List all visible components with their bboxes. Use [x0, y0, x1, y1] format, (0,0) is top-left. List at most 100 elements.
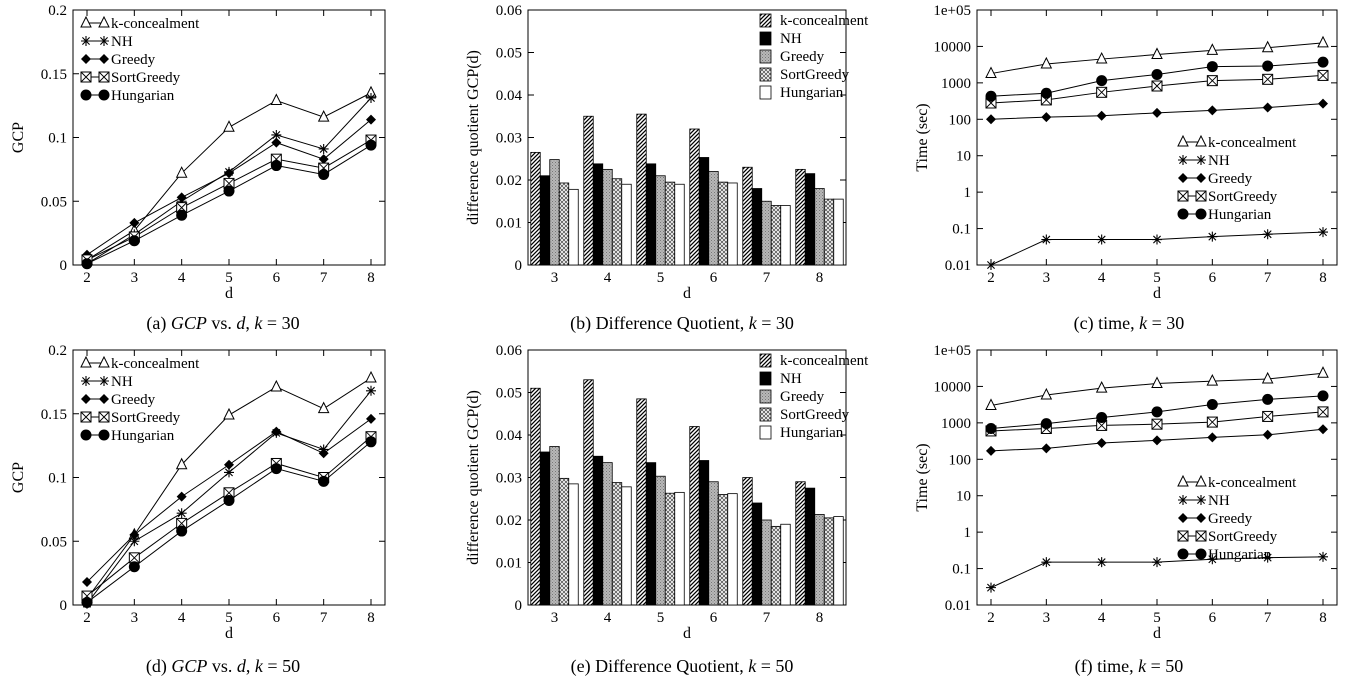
legend-item-e-2: Greedy	[759, 389, 825, 405]
bar-e-0-2	[636, 398, 647, 606]
legend-swatch-b-1	[759, 31, 772, 46]
xtick-label-f-3: 5	[1153, 610, 1161, 626]
ytick-label-a-1: 0.05	[41, 194, 67, 210]
point-c-2-2	[1096, 110, 1107, 121]
ylabel-f: Time (sec)	[914, 443, 931, 511]
point-d-1-2	[176, 508, 187, 519]
legend-item-b-1: NH	[759, 31, 802, 47]
bar-e-4-1	[621, 486, 632, 606]
legend-marker-b-f-1	[1196, 495, 1206, 505]
xtick-label-d-4: 6	[273, 610, 281, 626]
series-c-4	[985, 56, 1329, 102]
legend-marker-a-d-4	[80, 429, 92, 441]
legend-label-a-4: Hungarian	[111, 88, 175, 104]
point-d-4-5	[318, 475, 330, 487]
legend-label-b-2: Greedy	[780, 49, 825, 65]
point-d-2-5	[318, 448, 329, 459]
ytick-label-c-1: 0.1	[952, 222, 971, 238]
xtick-label-b-1: 4	[604, 270, 612, 286]
xtick-label-c-3: 5	[1153, 270, 1161, 286]
bar-e-4-4	[780, 523, 791, 606]
legend-marker-b-c-3	[1195, 190, 1207, 202]
legend-marker-a-a-3	[80, 71, 92, 83]
legend-marker-b-a-0	[98, 15, 110, 28]
legend-item-c-0: k-concealment	[1177, 134, 1297, 151]
series-d-2	[82, 413, 376, 588]
ytick-label-d-0: 0	[60, 598, 68, 614]
legend-label-e-0: k-concealment	[780, 353, 869, 369]
legend-label-c-0: k-concealment	[1208, 135, 1297, 151]
point-c-2-6	[1318, 98, 1328, 109]
xtick-label-f-1: 3	[1043, 610, 1051, 626]
xtick-label-d-6: 8	[367, 610, 375, 626]
point-f-4-6	[1317, 390, 1329, 402]
legend-label-e-3: SortGreedy	[780, 407, 850, 423]
point-f-2-5	[1262, 429, 1273, 440]
ytick-label-b-1: 0.01	[496, 216, 522, 232]
legend-label-a-1: NH	[111, 34, 133, 50]
ytick-label-e-1: 0.01	[496, 556, 522, 572]
legend-item-f-1: NH	[1178, 493, 1230, 509]
point-f-1-6	[1318, 551, 1328, 562]
point-c-3-4	[1206, 75, 1218, 87]
bar-e-3-3	[717, 494, 729, 606]
point-c-2-5	[1262, 102, 1273, 113]
legend-marker-b-f-0	[1195, 474, 1207, 487]
legend-label-a-2: Greedy	[111, 52, 156, 68]
legend-d: k-concealment NH Greedy SortGreedy Hungarian	[80, 355, 200, 444]
legend-item-b-3: SortGreedy	[759, 67, 850, 83]
point-c-1-3	[1152, 234, 1162, 245]
point-f-1-4	[1207, 554, 1218, 565]
ytick-label-e-2: 0.02	[496, 513, 522, 529]
ytick-label-f-0: 0.01	[945, 598, 971, 614]
xtick-label-c-0: 2	[987, 270, 995, 286]
point-c-4-3	[1151, 68, 1163, 80]
legend-a: k-concealment NH Greedy SortGreedy Hungarian	[80, 15, 200, 104]
ylabel-a: GCP	[10, 122, 27, 153]
point-c-0-5	[1261, 40, 1274, 53]
bar-b-3-3	[717, 181, 729, 266]
xtick-label-d-3: 5	[225, 610, 233, 626]
bar-e-0-0	[530, 387, 541, 606]
legend-marker-a-a-0	[80, 15, 92, 28]
point-c-2-3	[1152, 107, 1162, 118]
point-c-1-5	[1262, 229, 1273, 240]
point-a-2-4	[271, 137, 282, 148]
ytick-label-d-3: 0.15	[41, 407, 67, 423]
point-c-3-6	[1317, 69, 1329, 81]
point-d-2-2	[176, 491, 187, 502]
point-c-0-3	[1151, 47, 1163, 60]
bar-e-3-1	[611, 482, 623, 606]
legend-label-f-3: SortGreedy	[1208, 529, 1278, 545]
legend-c: k-concealment NH Greedy SortGreedy Hungarian	[1177, 134, 1297, 223]
point-c-3-2	[1096, 86, 1108, 98]
ytick-label-a-0: 0	[60, 258, 68, 274]
point-f-3-5	[1262, 410, 1274, 422]
legend-label-f-2: Greedy	[1208, 511, 1253, 527]
bar-b-0-3	[689, 128, 700, 266]
bar-b-2-2	[655, 175, 666, 266]
xtick-label-b-2: 5	[657, 270, 665, 286]
legend-marker-b-d-1	[99, 376, 109, 386]
bar-b-3-2	[664, 181, 676, 266]
ytick-label-b-5: 0.05	[496, 46, 522, 62]
point-c-1-1	[1041, 234, 1052, 245]
legend-marker-a-c-1	[1178, 155, 1188, 165]
xtick-label-f-4: 6	[1209, 610, 1217, 626]
point-d-1-1	[129, 536, 140, 547]
point-f-4-1	[1040, 418, 1052, 430]
legend-b: k-concealment NH Greedy SortGreedy Hungarian	[759, 13, 869, 101]
point-d-1-3	[224, 467, 234, 478]
point-a-1-6	[366, 92, 376, 103]
legend-marker-a-c-0	[1177, 134, 1189, 147]
bar-e-2-2	[655, 475, 666, 606]
bar-e-1-1	[592, 455, 604, 606]
bar-e-2-0	[549, 446, 560, 606]
legend-marker-b-a-4	[98, 89, 110, 101]
legend-item-d-2: Greedy	[81, 392, 156, 408]
ylabel-b: difference quotient GCP(d)	[465, 50, 482, 225]
xtick-label-e-3: 6	[710, 610, 718, 626]
bar-b-2-4	[761, 200, 772, 266]
xlabel-b: d	[683, 285, 691, 302]
legend-item-b-2: Greedy	[759, 49, 825, 65]
